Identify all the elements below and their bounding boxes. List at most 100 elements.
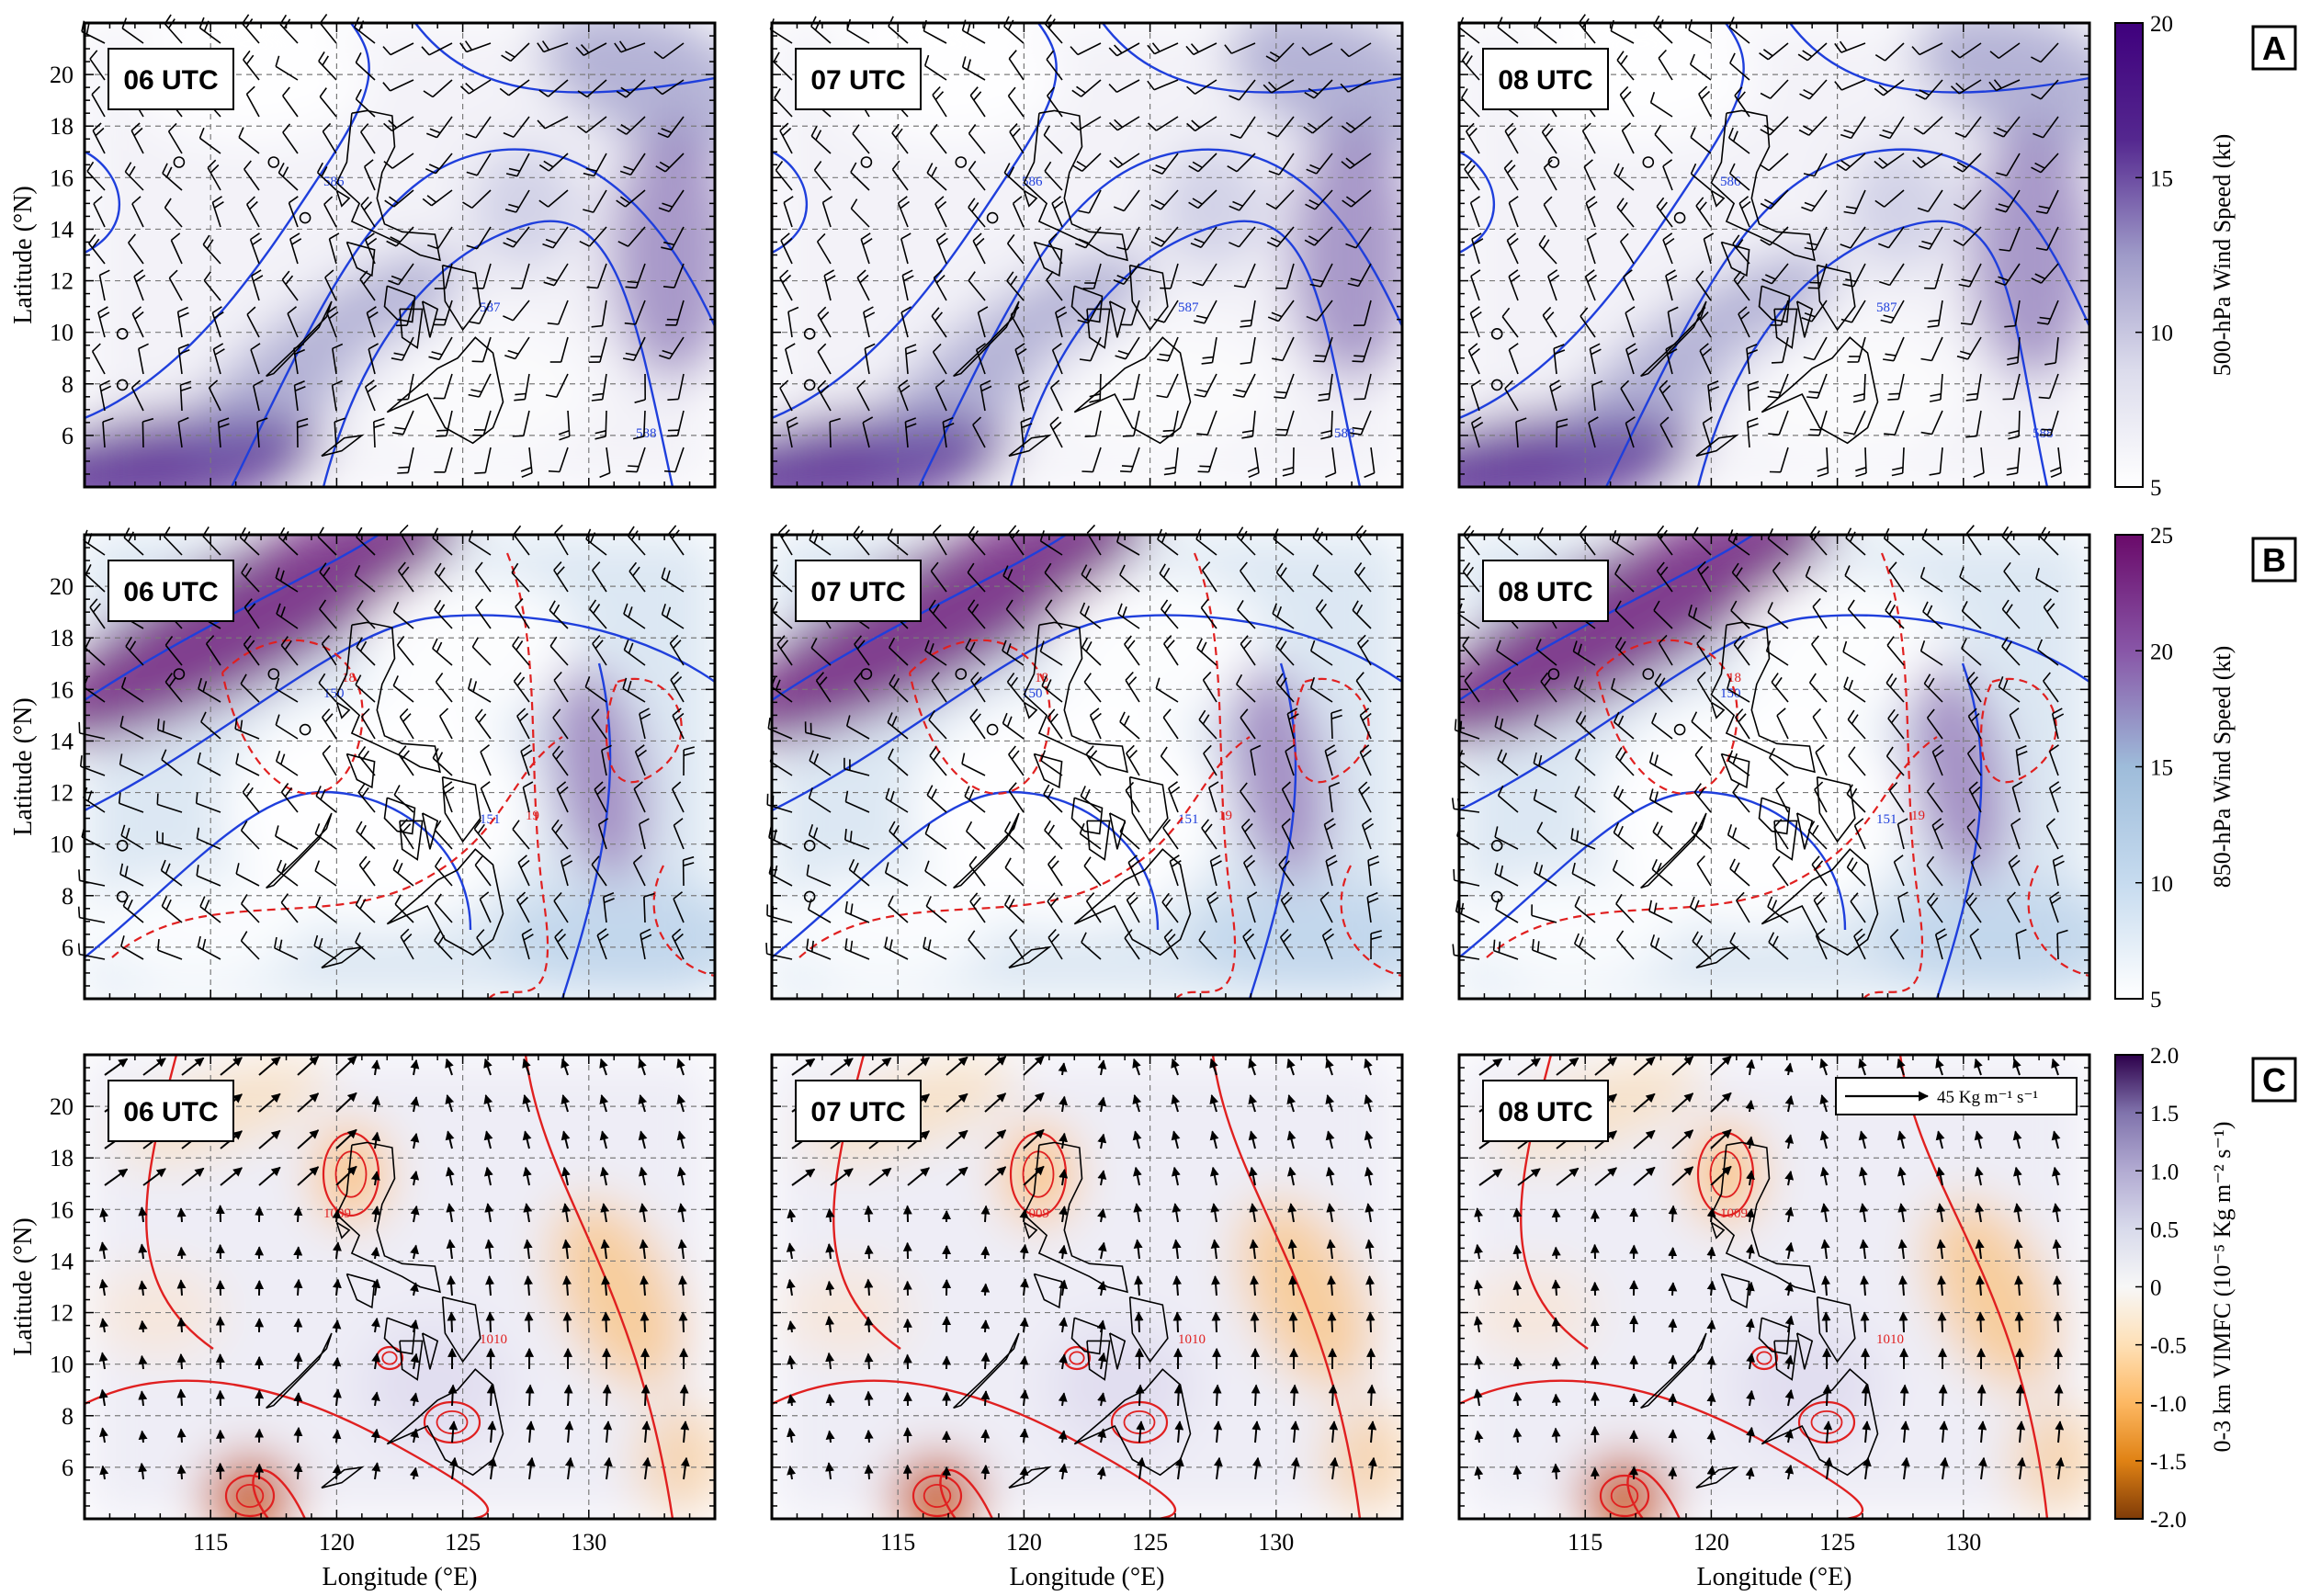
colorbar-tick-label: 25 <box>2150 524 2173 549</box>
colorbar-tick-label: 10 <box>2150 322 2173 346</box>
svg-text:06 UTC: 06 UTC <box>123 1097 218 1127</box>
x-tick-label: 125 <box>1819 1529 1855 1556</box>
dashed-contour-label: 19 <box>526 809 539 823</box>
y-tick-label: 8 <box>62 883 74 910</box>
time-label: 08 UTC <box>1482 560 1609 622</box>
contour-label: 151 <box>1178 812 1199 827</box>
dashed-contour-label: 19 <box>1218 809 1232 823</box>
svg-text:A: A <box>2262 29 2286 67</box>
contour-label: 1010 <box>480 1332 507 1347</box>
wind-barbs <box>81 14 685 479</box>
svg-text:06 UTC: 06 UTC <box>123 65 218 96</box>
colorbar-c: -2.0 -1.5 -1.0 -0.5 0 0.5 1.0 1.5 2.0 0-3 km VIMF… <box>2114 1044 2236 1533</box>
contour-label: 1010 <box>1876 1332 1904 1347</box>
x-tick-label: 125 <box>1132 1529 1168 1556</box>
colorbar-tick-label: 5 <box>2150 988 2162 1013</box>
contour-label: 151 <box>1876 812 1897 827</box>
svg-text:B: B <box>2262 541 2286 579</box>
x-axis-label: Longitude (°E) <box>1696 1563 1851 1591</box>
panel-a-2: 58558658758807 UTC <box>769 14 1404 489</box>
svg-text:07 UTC: 07 UTC <box>810 1097 905 1127</box>
colorbar-label: 0-3 km VIMFC (10⁻⁵ Kg m⁻² s⁻¹) <box>2209 1121 2236 1452</box>
contour-label: 1010 <box>1178 1332 1206 1347</box>
time-label: 07 UTC <box>795 48 922 110</box>
colorbar-a: 5 10 15 20 500-hPa Wind Speed (kt) <box>2114 12 2236 501</box>
colorbar-tick-label: 0 <box>2150 1276 2162 1301</box>
row-c: 10081009101006 UTC6810121416182011512012… <box>9 1044 2297 1591</box>
colorbar-tick-label: 15 <box>2150 166 2173 191</box>
colorbar-label: 500-hPa Wind Speed (kt) <box>2209 134 2236 377</box>
y-tick-label: 16 <box>50 1196 74 1223</box>
time-label: 07 UTC <box>795 1080 922 1142</box>
panel-b-3: 149150151181908 UTC <box>1451 525 2091 1001</box>
time-label: 06 UTC <box>108 1080 234 1142</box>
contour-label: 588 <box>1334 426 1355 441</box>
colorbar-b: 5 10 15 20 25 850-hPa Wind Speed (kt) <box>2114 524 2236 1013</box>
colorbar-tick-label: 20 <box>2150 640 2173 664</box>
y-tick-label: 12 <box>50 268 74 295</box>
row-letter: C <box>2251 1057 2297 1103</box>
contour-lines: 149150151 <box>1458 534 2090 1000</box>
x-axis-label: Longitude (°E) <box>322 1563 477 1591</box>
colorbar-tick-label: -0.5 <box>2150 1334 2187 1359</box>
y-axis-label: Latitude (°N) <box>9 1217 38 1355</box>
x-tick-label: 130 <box>1945 1529 1981 1556</box>
panel-c-1: 10081009101006 UTC6810121416182011512012… <box>50 1053 717 1591</box>
y-tick-label: 6 <box>62 1455 74 1481</box>
y-tick-label: 10 <box>50 320 74 346</box>
colorbar-tick-label: -1.0 <box>2150 1392 2187 1417</box>
coastline <box>953 109 1192 458</box>
svg-text:08 UTC: 08 UTC <box>1498 65 1592 96</box>
panel-b-2: 149150151181907 UTC <box>765 524 1404 1001</box>
y-tick-label: 16 <box>50 676 74 703</box>
x-tick-label: 120 <box>1006 1529 1042 1556</box>
axis-ticks <box>771 22 1403 488</box>
axis-ticks <box>84 534 716 1000</box>
y-tick-label: 10 <box>50 1352 74 1378</box>
x-axis-label: Longitude (°E) <box>1009 1563 1164 1591</box>
axis-ticks <box>1458 534 2090 1000</box>
panel-c-3: 10081009101008 UTC115120125130Longitude … <box>1457 1053 2091 1591</box>
coastline <box>953 621 1192 969</box>
panel-a-3: 58558658758808 UTC <box>1457 14 2091 489</box>
reference-vector: 45 Kg m⁻¹ s⁻¹ <box>1835 1077 2078 1115</box>
flux-vectors <box>786 1055 1377 1480</box>
y-tick-label: 12 <box>50 780 74 807</box>
y-tick-label: 10 <box>50 832 74 858</box>
y-axis-label: Latitude (°N) <box>9 186 38 323</box>
y-tick-label: 14 <box>50 216 74 243</box>
svg-text:07 UTC: 07 UTC <box>810 577 905 607</box>
colorbar-tick-label: 10 <box>2150 872 2173 897</box>
coastline <box>266 109 504 458</box>
dashed-contour-label: 18 <box>1727 671 1741 685</box>
x-tick-label: 115 <box>193 1529 228 1556</box>
y-tick-label: 20 <box>50 573 74 600</box>
x-tick-label: 130 <box>1258 1529 1294 1556</box>
y-tick-label: 18 <box>50 1145 74 1172</box>
colorbar-tick-label: -2.0 <box>2150 1508 2187 1533</box>
y-tick-label: 18 <box>50 625 74 651</box>
y-axis-label: Latitude (°N) <box>9 697 38 835</box>
time-label: 08 UTC <box>1482 48 1609 110</box>
x-tick-label: 115 <box>880 1529 915 1556</box>
contour-label: 150 <box>1720 686 1741 701</box>
colorbar-tick-label: 5 <box>2150 476 2162 501</box>
time-label: 07 UTC <box>795 560 922 622</box>
axis-ticks <box>771 1054 1403 1520</box>
dashed-contour-label: 18 <box>1035 671 1048 685</box>
colorbar-tick-label: 1.5 <box>2150 1102 2179 1126</box>
contour-label: 1009 <box>1720 1206 1748 1221</box>
y-tick-label: 8 <box>62 371 74 398</box>
panel-c-2: 10081009101007 UTC115120125130Longitude … <box>770 1053 1404 1591</box>
contour-label: 1009 <box>1022 1206 1049 1221</box>
svg-text:06 UTC: 06 UTC <box>123 577 218 607</box>
y-tick-label: 20 <box>50 62 74 88</box>
wind-barbs <box>77 524 696 960</box>
contour-label: 588 <box>2033 426 2054 441</box>
row-letter: A <box>2251 25 2297 71</box>
axis-ticks <box>84 1054 716 1520</box>
dashed-contour-label: 19 <box>1911 809 1925 823</box>
